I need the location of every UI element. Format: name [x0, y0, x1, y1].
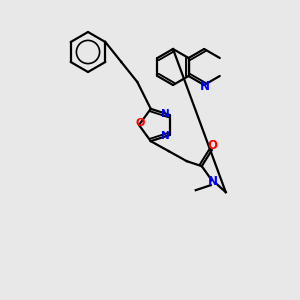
Text: N: N: [200, 80, 210, 92]
Text: N: N: [161, 109, 170, 119]
Text: O: O: [208, 139, 218, 152]
Text: O: O: [135, 118, 145, 128]
Text: N: N: [161, 131, 170, 141]
Text: N: N: [208, 175, 218, 188]
